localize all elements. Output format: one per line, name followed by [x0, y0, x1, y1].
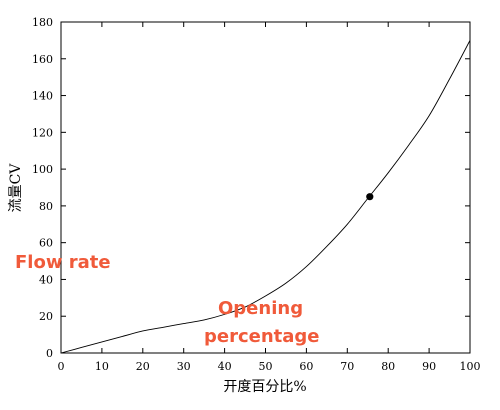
- highlight-point: [366, 193, 374, 201]
- y-tick-label: 120: [32, 126, 53, 139]
- x-tick-label: 50: [259, 360, 273, 373]
- x-tick-label: 80: [381, 360, 395, 373]
- x-tick-label: 30: [177, 360, 191, 373]
- x-tick-label: 0: [58, 360, 65, 373]
- y-axis-title: 流量CV: [8, 163, 24, 213]
- annotation-flow-rate: Flow rate: [15, 252, 111, 273]
- annotation-opening: Opening: [218, 298, 303, 319]
- y-tick-label: 80: [39, 200, 53, 213]
- annotation-percentage: percentage: [204, 326, 320, 347]
- y-tick-label: 100: [32, 163, 53, 176]
- y-tick-label: 180: [32, 16, 53, 29]
- x-tick-label: 90: [422, 360, 436, 373]
- x-tick-label: 20: [136, 360, 150, 373]
- x-tick-label: 40: [218, 360, 232, 373]
- axis-ticks: [60, 21, 471, 354]
- y-tick-label: 20: [39, 310, 53, 323]
- x-tick-label: 70: [340, 360, 354, 373]
- x-tick-label: 10: [95, 360, 109, 373]
- x-tick-label: 60: [299, 360, 313, 373]
- y-tick-label: 160: [32, 53, 53, 66]
- x-tick-label: 100: [460, 360, 481, 373]
- y-tick-label: 60: [39, 237, 53, 250]
- y-tick-label: 40: [39, 273, 53, 286]
- series-line: [60, 40, 471, 354]
- axis-tick-labels: 0 10 20 30 40 50 60 70 80 90 100 0 20 40 60 80 100 120 140…: [32, 16, 481, 373]
- y-tick-label: 140: [32, 90, 53, 103]
- x-axis-title: 开度百分比%: [223, 379, 306, 395]
- y-tick-label: 0: [46, 347, 53, 360]
